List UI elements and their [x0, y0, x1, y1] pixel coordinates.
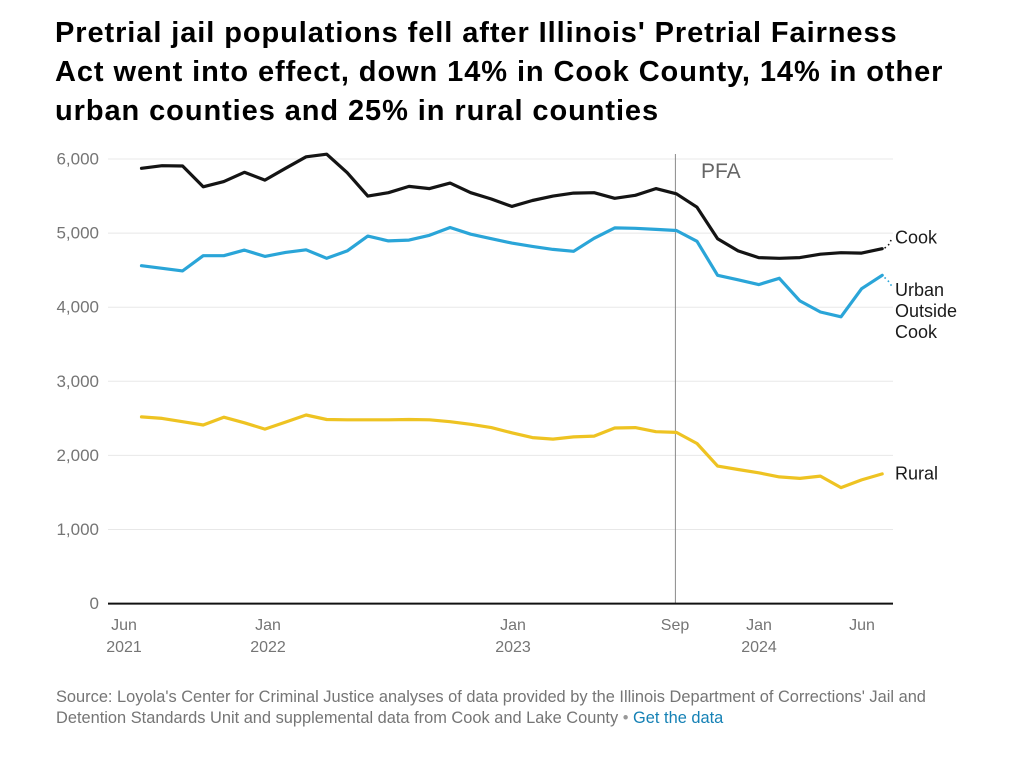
svg-text:2022: 2022	[250, 639, 286, 656]
svg-text:3,000: 3,000	[56, 372, 99, 391]
svg-text:Rural: Rural	[895, 464, 938, 484]
svg-text:Jan: Jan	[746, 617, 772, 634]
svg-text:PFA: PFA	[701, 160, 741, 183]
svg-text:Cook: Cook	[895, 228, 938, 248]
svg-text:1,000: 1,000	[56, 520, 99, 539]
svg-text:Jan: Jan	[255, 617, 281, 634]
svg-text:Outside: Outside	[895, 301, 957, 321]
svg-text:Jun: Jun	[849, 617, 875, 634]
svg-text:2,000: 2,000	[56, 446, 99, 465]
svg-text:5,000: 5,000	[56, 224, 99, 243]
svg-text:Jan: Jan	[500, 617, 526, 634]
svg-text:4,000: 4,000	[56, 298, 99, 317]
svg-text:Jun: Jun	[111, 617, 137, 634]
svg-text:6,000: 6,000	[56, 150, 99, 169]
svg-text:2024: 2024	[741, 639, 777, 656]
svg-text:2023: 2023	[495, 639, 531, 656]
svg-text:0: 0	[90, 594, 99, 613]
svg-text:Urban: Urban	[895, 280, 944, 300]
svg-text:2021: 2021	[106, 639, 142, 656]
svg-text:Cook: Cook	[895, 322, 938, 342]
svg-text:Sep: Sep	[661, 617, 690, 634]
